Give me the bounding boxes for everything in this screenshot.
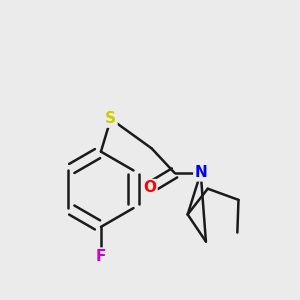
Text: N: N: [194, 165, 207, 180]
Text: O: O: [143, 180, 157, 195]
Text: S: S: [105, 111, 116, 126]
Text: F: F: [96, 249, 106, 264]
Text: F: F: [96, 249, 106, 264]
Text: S: S: [105, 111, 116, 126]
